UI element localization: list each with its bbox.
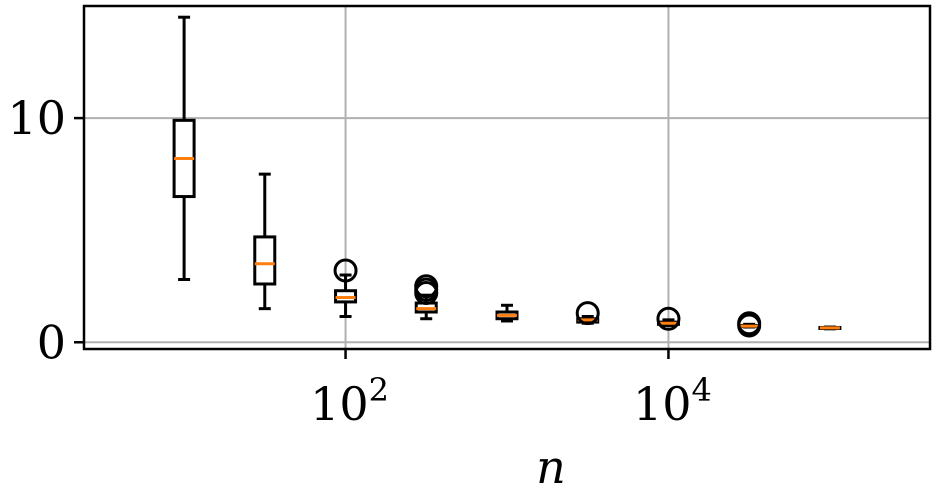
x-axis-label: n xyxy=(536,440,566,493)
y-tick-label: 10 xyxy=(7,91,66,145)
box-group xyxy=(414,274,439,321)
outlier-point xyxy=(656,306,681,331)
axis-ticks: 102 104 0 10 xyxy=(7,91,711,431)
x-tick-label: 102 xyxy=(310,371,389,431)
outlier-point xyxy=(737,311,762,336)
axes-frame xyxy=(82,4,932,351)
box-group xyxy=(495,303,519,323)
box-group xyxy=(656,306,681,331)
box-group xyxy=(575,301,600,326)
box-plot-marks xyxy=(172,15,842,338)
box-group xyxy=(737,311,762,338)
y-tick-label: 0 xyxy=(37,315,66,369)
outlier-point xyxy=(414,274,439,299)
box-group xyxy=(253,172,277,311)
box-group xyxy=(172,15,196,282)
box-group xyxy=(333,258,358,318)
grid-lines xyxy=(84,6,930,349)
outlier-point xyxy=(333,258,358,283)
box-body xyxy=(253,235,277,286)
box-group xyxy=(818,325,842,331)
x-tick-label: 104 xyxy=(633,371,712,431)
outlier-point xyxy=(575,301,600,326)
